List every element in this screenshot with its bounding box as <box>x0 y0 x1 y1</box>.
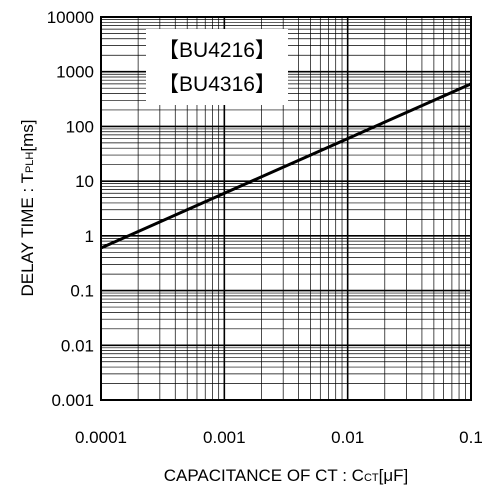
x-tick-label: 0.0001 <box>75 428 127 447</box>
annotation-background <box>146 29 288 105</box>
x-axis-title-unit: [μF] <box>379 466 409 485</box>
annotation-label-2: 【BU4316】 <box>158 73 276 96</box>
annotation-label-1: 【BU4216】 <box>158 39 276 62</box>
x-axis-title: CAPACITANCE OF CT : CCT[μF] <box>164 466 409 485</box>
y-axis-title-unit: [ms] <box>18 120 37 152</box>
y-axis-title-subscript: PLH <box>24 152 36 173</box>
series-line <box>100 82 472 250</box>
x-axis-title-main: CAPACITANCE OF CT : C <box>164 466 364 485</box>
y-tick-label: 10 <box>75 172 94 191</box>
y-tick-label: 0.001 <box>51 391 94 410</box>
y-axis-title-main: DELAY TIME : T <box>18 173 37 296</box>
y-tick-label: 100 <box>66 117 94 136</box>
x-tick-labels: 0.0001 0.001 0.01 0.1 <box>75 428 483 447</box>
series-layer <box>100 82 472 250</box>
y-tick-label: 10000 <box>47 8 94 27</box>
plot-frame <box>100 16 472 401</box>
annotation-box: 【BU4216】 【BU4316】 <box>146 29 288 105</box>
x-axis-title-subscript: CT <box>364 472 379 484</box>
y-tick-labels: 10000 1000 100 10 1 0.1 0.01 0.001 <box>47 8 94 410</box>
y-axis-title: DELAY TIME : TPLH[ms] <box>18 120 37 297</box>
x-tick-label: 0.001 <box>203 428 246 447</box>
x-tick-label: 0.01 <box>331 428 364 447</box>
y-tick-label: 1 <box>85 227 94 246</box>
x-tick-label: 0.1 <box>459 428 483 447</box>
y-tick-label: 1000 <box>56 63 94 82</box>
y-tick-label: 0.1 <box>70 282 94 301</box>
y-tick-label: 0.01 <box>61 336 94 355</box>
